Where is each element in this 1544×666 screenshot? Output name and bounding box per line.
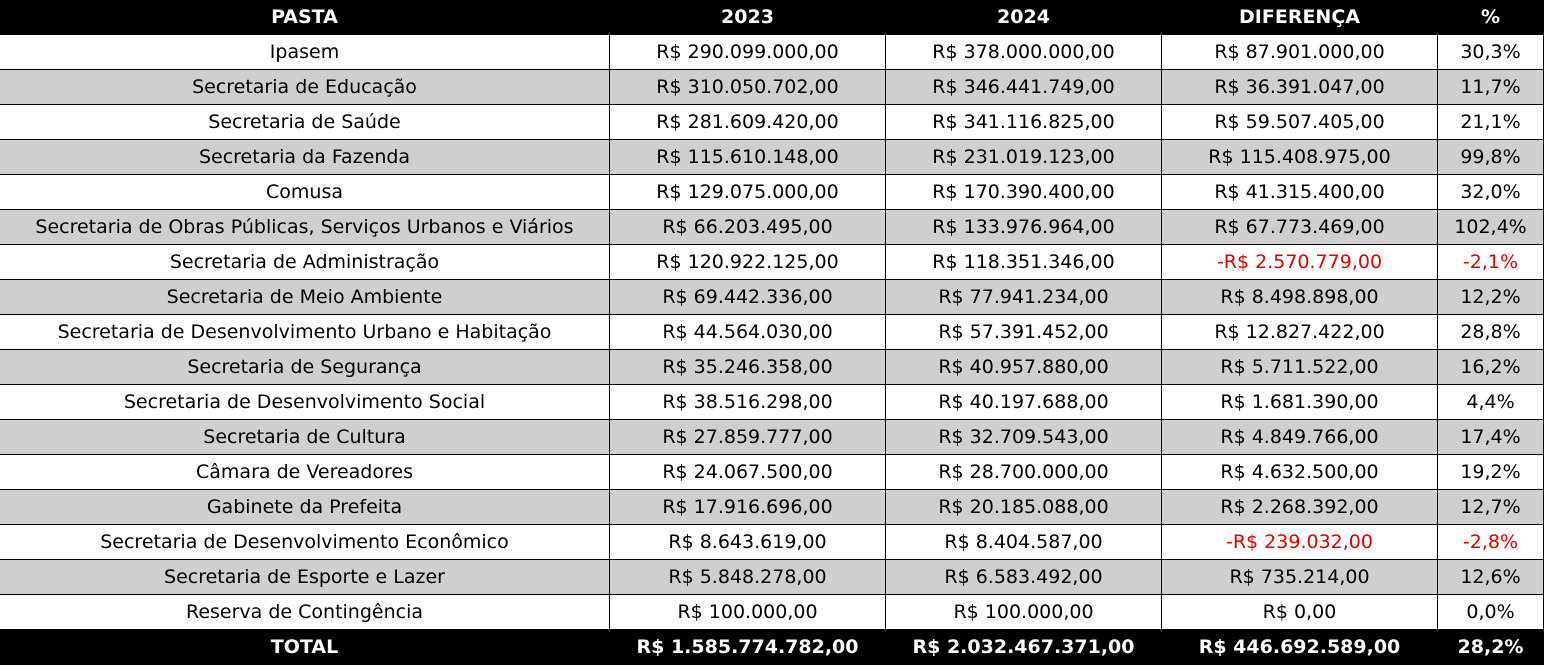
value-cell: 11,7% (1438, 70, 1544, 105)
row-label: Secretaria de Obras Públicas, Serviços U… (0, 210, 610, 245)
value-cell: R$ 310.050.702,00 (610, 70, 886, 105)
value-cell: R$ 24.067.500,00 (610, 455, 886, 490)
value-cell: R$ 290.099.000,00 (610, 35, 886, 70)
value-cell: R$ 378.000.000,00 (886, 35, 1162, 70)
row-label: Reserva de Contingência (0, 595, 610, 630)
value-cell: 32,0% (1438, 175, 1544, 210)
value-cell: R$ 20.185.088,00 (886, 490, 1162, 525)
value-cell: R$ 59.507.405,00 (1162, 105, 1438, 140)
value-cell: R$ 28.700.000,00 (886, 455, 1162, 490)
row-label: Secretaria de Educação (0, 70, 610, 105)
header-cell: 2024 (886, 0, 1162, 35)
value-cell: R$ 8.643.619,00 (610, 525, 886, 560)
value-cell: R$ 44.564.030,00 (610, 315, 886, 350)
total-cell: R$ 2.032.467.371,00 (886, 630, 1162, 665)
header-cell: % (1438, 0, 1544, 35)
row-label: Ipasem (0, 35, 610, 70)
value-cell: R$ 0,00 (1162, 595, 1438, 630)
value-cell: R$ 4.632.500,00 (1162, 455, 1438, 490)
value-cell: R$ 115.408.975,00 (1162, 140, 1438, 175)
value-cell: R$ 5.848.278,00 (610, 560, 886, 595)
value-cell: R$ 57.391.452,00 (886, 315, 1162, 350)
total-cell: 28,2% (1438, 630, 1544, 665)
value-cell: R$ 67.773.469,00 (1162, 210, 1438, 245)
value-cell: 21,1% (1438, 105, 1544, 140)
value-cell: -2,8% (1438, 525, 1544, 560)
value-cell: R$ 32.709.543,00 (886, 420, 1162, 455)
value-cell: 12,6% (1438, 560, 1544, 595)
value-cell: 12,2% (1438, 280, 1544, 315)
value-cell: R$ 8.404.587,00 (886, 525, 1162, 560)
value-cell: R$ 41.315.400,00 (1162, 175, 1438, 210)
value-cell: 17,4% (1438, 420, 1544, 455)
value-cell: R$ 129.075.000,00 (610, 175, 886, 210)
value-cell: R$ 40.957.880,00 (886, 350, 1162, 385)
value-cell: R$ 735.214,00 (1162, 560, 1438, 595)
value-cell: R$ 66.203.495,00 (610, 210, 886, 245)
value-cell: R$ 87.901.000,00 (1162, 35, 1438, 70)
value-cell: R$ 346.441.749,00 (886, 70, 1162, 105)
value-cell: R$ 35.246.358,00 (610, 350, 886, 385)
row-label: Comusa (0, 175, 610, 210)
value-cell: R$ 38.516.298,00 (610, 385, 886, 420)
value-cell: -2,1% (1438, 245, 1544, 280)
row-label: Secretaria de Desenvolvimento Social (0, 385, 610, 420)
value-cell: R$ 231.019.123,00 (886, 140, 1162, 175)
row-label: Secretaria de Administração (0, 245, 610, 280)
value-cell: R$ 8.498.898,00 (1162, 280, 1438, 315)
value-cell: R$ 27.859.777,00 (610, 420, 886, 455)
row-label: Secretaria de Segurança (0, 350, 610, 385)
value-cell: R$ 40.197.688,00 (886, 385, 1162, 420)
value-cell: -R$ 2.570.779,00 (1162, 245, 1438, 280)
value-cell: 4,4% (1438, 385, 1544, 420)
value-cell: R$ 5.711.522,00 (1162, 350, 1438, 385)
value-cell: R$ 77.941.234,00 (886, 280, 1162, 315)
value-cell: 12,7% (1438, 490, 1544, 525)
row-label: Câmara de Vereadores (0, 455, 610, 490)
value-cell: R$ 2.268.392,00 (1162, 490, 1438, 525)
total-cell: R$ 446.692.589,00 (1162, 630, 1438, 665)
value-cell: R$ 115.610.148,00 (610, 140, 886, 175)
total-cell: R$ 1.585.774.782,00 (610, 630, 886, 665)
value-cell: R$ 170.390.400,00 (886, 175, 1162, 210)
header-cell: 2023 (610, 0, 886, 35)
value-cell: 30,3% (1438, 35, 1544, 70)
value-cell: R$ 118.351.346,00 (886, 245, 1162, 280)
value-cell: R$ 4.849.766,00 (1162, 420, 1438, 455)
total-cell: TOTAL (0, 630, 610, 665)
row-label: Secretaria de Meio Ambiente (0, 280, 610, 315)
value-cell: 0,0% (1438, 595, 1544, 630)
row-label: Secretaria de Cultura (0, 420, 610, 455)
value-cell: R$ 120.922.125,00 (610, 245, 886, 280)
value-cell: 16,2% (1438, 350, 1544, 385)
row-label: Secretaria de Desenvolvimento Urbano e H… (0, 315, 610, 350)
value-cell: -R$ 239.032,00 (1162, 525, 1438, 560)
value-cell: R$ 12.827.422,00 (1162, 315, 1438, 350)
value-cell: 99,8% (1438, 140, 1544, 175)
value-cell: R$ 281.609.420,00 (610, 105, 886, 140)
value-cell: R$ 1.681.390,00 (1162, 385, 1438, 420)
value-cell: 19,2% (1438, 455, 1544, 490)
value-cell: R$ 100.000,00 (610, 595, 886, 630)
header-cell: PASTA (0, 0, 610, 35)
row-label: Secretaria da Fazenda (0, 140, 610, 175)
value-cell: 28,8% (1438, 315, 1544, 350)
value-cell: R$ 341.116.825,00 (886, 105, 1162, 140)
row-label: Secretaria de Desenvolvimento Econômico (0, 525, 610, 560)
value-cell: R$ 17.916.696,00 (610, 490, 886, 525)
value-cell: R$ 100.000,00 (886, 595, 1162, 630)
value-cell: 102,4% (1438, 210, 1544, 245)
row-label: Secretaria de Saúde (0, 105, 610, 140)
row-label: Secretaria de Esporte e Lazer (0, 560, 610, 595)
value-cell: R$ 36.391.047,00 (1162, 70, 1438, 105)
value-cell: R$ 69.442.336,00 (610, 280, 886, 315)
value-cell: R$ 6.583.492,00 (886, 560, 1162, 595)
value-cell: R$ 133.976.964,00 (886, 210, 1162, 245)
header-cell: DIFERENÇA (1162, 0, 1438, 35)
row-label: Gabinete da Prefeita (0, 490, 610, 525)
